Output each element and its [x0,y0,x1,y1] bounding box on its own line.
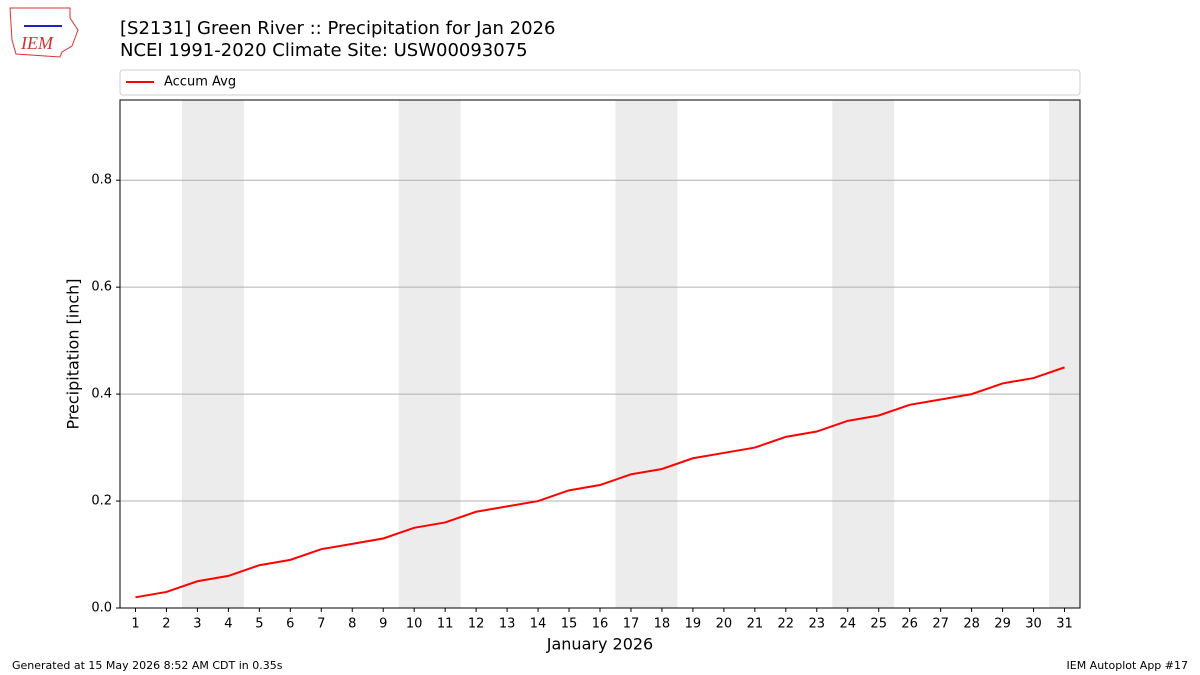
x-tick-label: 12 [468,617,485,632]
logo-text: IEM [20,33,54,53]
chart-title: [S2131] Green River :: Precipitation for… [120,18,555,39]
x-tick-label: 8 [348,617,356,632]
x-tick-label: 10 [406,617,423,632]
weekend-band [832,100,895,608]
x-tick-label: 16 [592,617,609,632]
x-tick-label: 23 [809,617,826,632]
x-tick-label: 22 [778,617,795,632]
x-tick-label: 5 [255,617,263,632]
x-tick-label: 19 [685,617,702,632]
chart-subtitle: NCEI 1991-2020 Climate Site: USW00093075 [120,40,528,61]
x-tick-label: 14 [530,617,547,632]
weekend-band [181,100,244,608]
logo-outline [9,7,79,58]
x-tick-label: 1 [131,617,139,632]
y-tick-label: 0.2 [91,494,112,509]
plot-frame [119,99,1081,609]
x-tick-label: 11 [437,617,454,632]
y-tick-label: 0.8 [91,173,112,188]
x-tick-label: 7 [317,617,325,632]
x-tick-label: 6 [286,617,294,632]
weekend-band [398,100,461,608]
y-tick-label: 0.0 [91,601,112,616]
x-tick-label: 2 [162,617,170,632]
legend-label: Accum Avg [164,75,236,90]
x-tick-label: 20 [716,617,733,632]
x-tick-label: 31 [1056,617,1073,632]
x-tick-label: 30 [1025,617,1042,632]
footer-right: IEM Autoplot App #17 [1067,659,1189,672]
weekend-band [615,100,678,608]
x-tick-label: 28 [963,617,980,632]
x-tick-label: 13 [499,617,516,632]
x-tick-label: 29 [994,617,1011,632]
data-line [135,366,1065,599]
x-tick-label: 26 [901,617,918,632]
x-tick-label: 27 [932,617,949,632]
x-tick-label: 25 [870,617,887,632]
x-tick-label: 21 [747,617,764,632]
logo: IEM [9,7,79,58]
x-tick-label: 9 [379,617,387,632]
weekend-band [1049,100,1080,608]
footer-left: Generated at 15 May 2026 8:52 AM CDT in … [12,659,283,672]
x-tick-label: 4 [224,617,232,632]
y-tick-label: 0.4 [91,387,112,402]
x-tick-label: 18 [654,617,671,632]
x-axis-label: January 2026 [546,635,653,654]
legend-box [119,69,1081,96]
x-tick-label: 3 [193,617,201,632]
x-tick-label: 24 [839,617,856,632]
y-tick-label: 0.6 [91,280,112,295]
x-tick-label: 17 [623,617,640,632]
y-axis-label: Precipitation [inch] [64,278,83,429]
x-tick-label: 15 [561,617,578,632]
